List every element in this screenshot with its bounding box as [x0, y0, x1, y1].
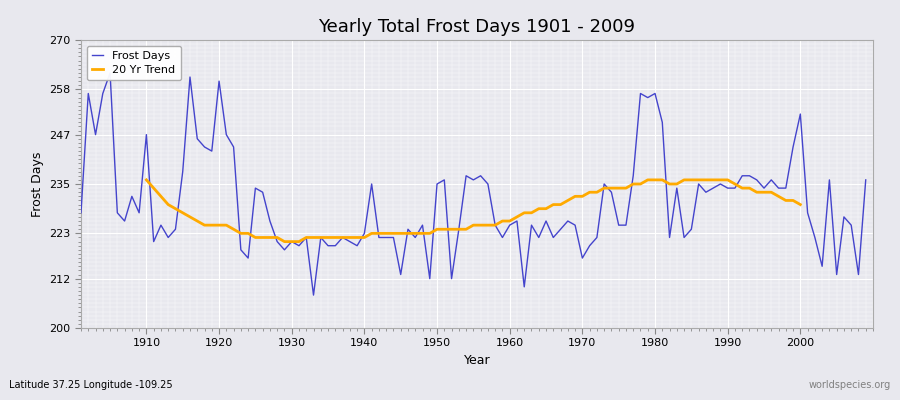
Frost Days [301, 235, 311, 240]
20 Yr Trend [301, 235, 311, 240]
20 Yr Trend [141, 178, 152, 182]
Frost Days [308, 293, 319, 298]
20 Yr Trend [220, 223, 231, 228]
Frost Days [511, 219, 522, 224]
20 Yr Trend [279, 239, 290, 244]
20 Yr Trend [780, 198, 791, 203]
Title: Yearly Total Frost Days 1901 - 2009: Yearly Total Frost Days 1901 - 2009 [319, 18, 635, 36]
20 Yr Trend [700, 178, 711, 182]
Frost Days [104, 70, 115, 75]
Text: worldspecies.org: worldspecies.org [809, 380, 891, 390]
Line: 20 Yr Trend: 20 Yr Trend [147, 180, 800, 242]
20 Yr Trend [795, 202, 806, 207]
20 Yr Trend [788, 198, 798, 203]
Frost Days [518, 284, 529, 289]
20 Yr Trend [315, 235, 326, 240]
Frost Days [860, 178, 871, 182]
X-axis label: Year: Year [464, 354, 490, 367]
Frost Days [352, 243, 363, 248]
Text: Latitude 37.25 Longitude -109.25: Latitude 37.25 Longitude -109.25 [9, 380, 173, 390]
Frost Days [76, 210, 86, 215]
Line: Frost Days: Frost Days [81, 73, 866, 295]
Frost Days [141, 132, 152, 137]
Frost Days [606, 190, 616, 195]
Legend: Frost Days, 20 Yr Trend: Frost Days, 20 Yr Trend [86, 46, 181, 80]
Y-axis label: Frost Days: Frost Days [31, 151, 44, 217]
